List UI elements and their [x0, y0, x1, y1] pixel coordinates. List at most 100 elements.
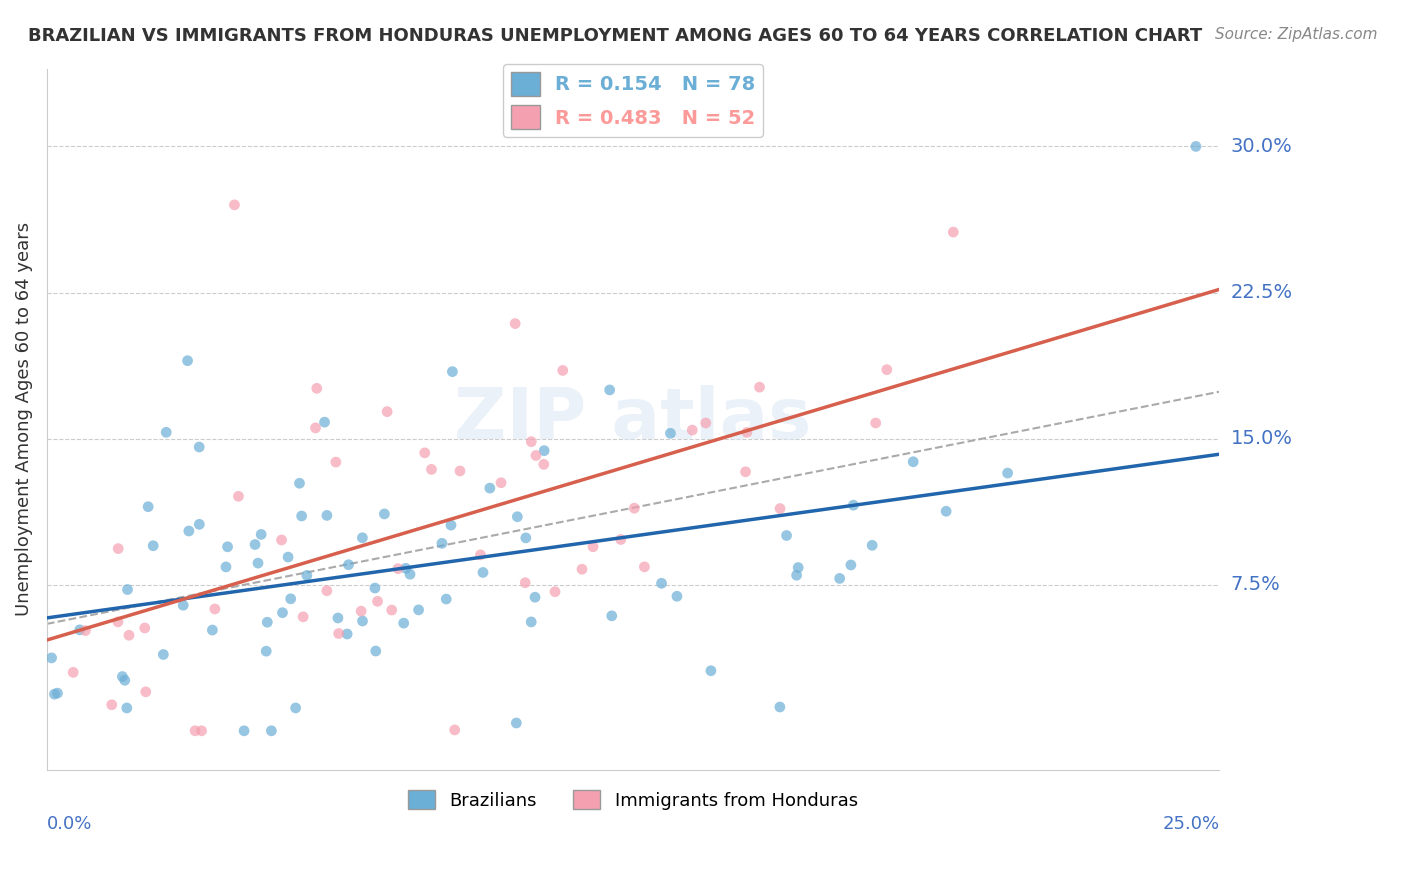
Point	[277, 550, 299, 565]
Point	[571, 562, 593, 576]
Point	[270, 533, 292, 547]
Point	[107, 615, 129, 629]
Point	[865, 416, 887, 430]
Point	[246, 556, 269, 570]
Point	[292, 610, 315, 624]
Point	[520, 434, 543, 449]
Point	[44, 687, 66, 701]
Point	[434, 592, 457, 607]
Point	[449, 464, 471, 478]
Point	[291, 508, 314, 523]
Point	[367, 594, 389, 608]
Point	[315, 583, 337, 598]
Point	[172, 599, 194, 613]
Point	[284, 701, 307, 715]
Point	[828, 571, 851, 585]
Point	[314, 415, 336, 429]
Point	[111, 669, 134, 683]
Point	[524, 591, 547, 605]
Point	[734, 465, 756, 479]
Point	[443, 723, 465, 737]
Point	[903, 455, 925, 469]
Point	[316, 508, 339, 523]
Point	[520, 615, 543, 629]
Point	[260, 723, 283, 738]
Point	[659, 426, 682, 441]
Point	[134, 621, 156, 635]
Point	[408, 603, 430, 617]
Point	[373, 507, 395, 521]
Point	[135, 685, 157, 699]
Point	[201, 623, 224, 637]
Point	[942, 225, 965, 239]
Text: 0.0%: 0.0%	[46, 815, 93, 833]
Point	[430, 536, 453, 550]
Point	[233, 723, 256, 738]
Point	[506, 509, 529, 524]
Point	[769, 501, 792, 516]
Point	[325, 455, 347, 469]
Point	[288, 476, 311, 491]
Point	[184, 723, 207, 738]
Point	[524, 449, 547, 463]
Point	[305, 381, 328, 395]
Y-axis label: Unemployment Among Ages 60 to 64 years: Unemployment Among Ages 60 to 64 years	[15, 222, 32, 616]
Point	[489, 475, 512, 490]
Point	[142, 539, 165, 553]
Point	[188, 440, 211, 454]
Point	[633, 559, 655, 574]
Point	[136, 500, 159, 514]
Point	[842, 498, 865, 512]
Text: BRAZILIAN VS IMMIGRANTS FROM HONDURAS UNEMPLOYMENT AMONG AGES 60 TO 64 YEARS COR: BRAZILIAN VS IMMIGRANTS FROM HONDURAS UN…	[28, 27, 1202, 45]
Point	[515, 575, 537, 590]
Point	[735, 425, 758, 440]
Point	[256, 615, 278, 630]
Text: 25.0%: 25.0%	[1163, 815, 1219, 833]
Text: Source: ZipAtlas.com: Source: ZipAtlas.com	[1215, 27, 1378, 42]
Point	[515, 531, 537, 545]
Point	[1185, 139, 1208, 153]
Text: 22.5%: 22.5%	[1230, 283, 1292, 302]
Point	[326, 611, 349, 625]
Point	[600, 608, 623, 623]
Point	[582, 540, 605, 554]
Point	[700, 664, 723, 678]
Point	[115, 701, 138, 715]
Point	[399, 567, 422, 582]
Point	[651, 576, 673, 591]
Point	[375, 404, 398, 418]
Point	[280, 591, 302, 606]
Point	[107, 541, 129, 556]
Point	[533, 458, 555, 472]
Point	[503, 317, 526, 331]
Point	[544, 584, 567, 599]
Point	[176, 353, 198, 368]
Point	[228, 489, 250, 503]
Point	[352, 531, 374, 545]
Point	[420, 462, 443, 476]
Point	[243, 537, 266, 551]
Point	[392, 616, 415, 631]
Point	[441, 365, 464, 379]
Point	[155, 425, 177, 440]
Point	[787, 560, 810, 574]
Legend: Brazilians, Immigrants from Honduras: Brazilians, Immigrants from Honduras	[401, 783, 865, 817]
Point	[118, 628, 141, 642]
Point	[748, 380, 770, 394]
Point	[769, 700, 792, 714]
Point	[364, 644, 387, 658]
Point	[505, 716, 527, 731]
Point	[876, 362, 898, 376]
Point	[114, 673, 136, 688]
Point	[533, 443, 555, 458]
Point	[188, 517, 211, 532]
Point	[623, 501, 645, 516]
Point	[395, 561, 418, 575]
Point	[152, 648, 174, 662]
Point	[271, 606, 294, 620]
Point	[217, 540, 239, 554]
Text: 30.0%: 30.0%	[1230, 137, 1292, 156]
Point	[472, 566, 495, 580]
Point	[478, 481, 501, 495]
Point	[440, 518, 463, 533]
